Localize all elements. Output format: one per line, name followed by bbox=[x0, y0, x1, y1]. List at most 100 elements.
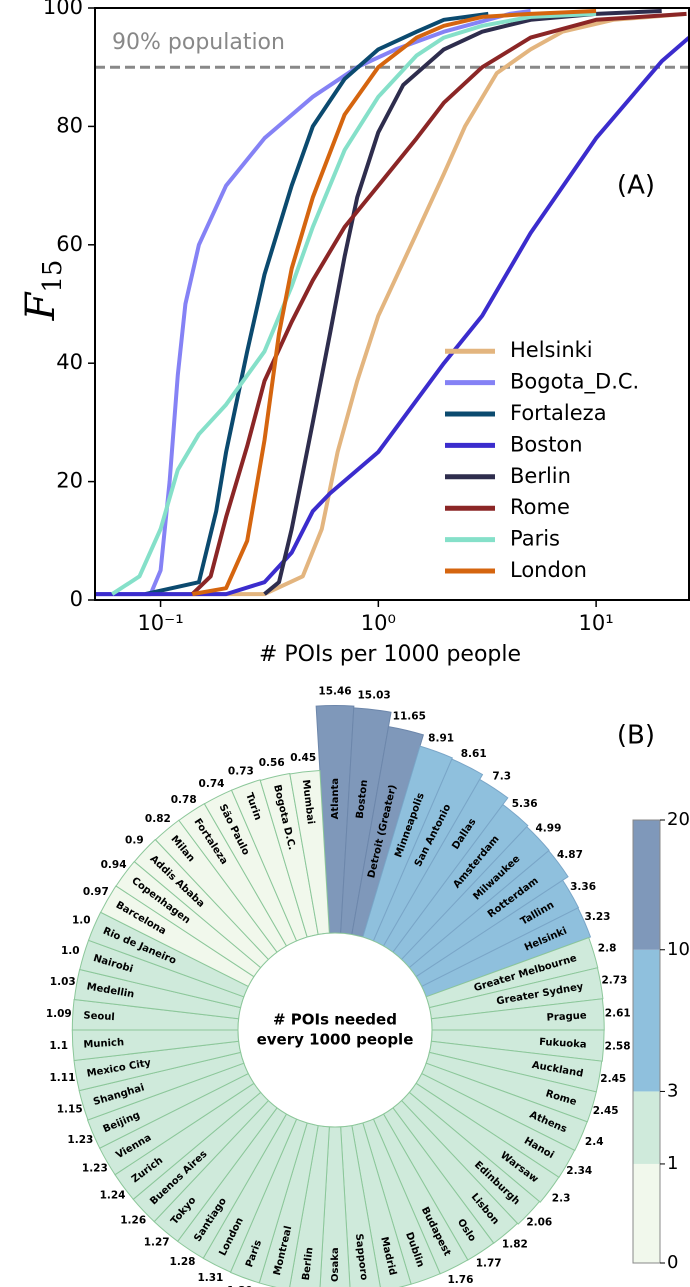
category-label: Prague bbox=[546, 1010, 587, 1023]
value-label: 3.23 bbox=[585, 911, 611, 923]
colorbar-tick-label: 1 bbox=[667, 1153, 678, 1174]
axes-frame bbox=[94, 7, 690, 601]
x-axis-label: # POIs per 1000 people bbox=[259, 642, 521, 667]
legend-label: Berlin bbox=[510, 464, 571, 488]
value-label: 1.28 bbox=[170, 1256, 196, 1268]
value-label: 11.65 bbox=[393, 711, 426, 723]
category-label: Osaka bbox=[330, 1247, 341, 1282]
category-label: Fukuoka bbox=[539, 1037, 587, 1051]
category-label: Boston bbox=[355, 779, 370, 819]
value-label: 8.91 bbox=[428, 732, 454, 744]
y-tick-label: 40 bbox=[56, 350, 83, 374]
value-label: 1.03 bbox=[50, 976, 76, 988]
value-label: 0.97 bbox=[83, 886, 109, 898]
value-label: 2.45 bbox=[600, 1073, 626, 1085]
value-label: 2.73 bbox=[601, 975, 627, 987]
value-label: 1.23 bbox=[82, 1163, 108, 1175]
value-label: 4.99 bbox=[535, 823, 561, 835]
cdf-line bbox=[144, 11, 489, 597]
legend-label: London bbox=[510, 558, 587, 582]
value-label: 1.23 bbox=[67, 1134, 93, 1146]
category-label: Atlanta bbox=[330, 778, 341, 819]
legend-label: Paris bbox=[510, 527, 560, 551]
value-label: 0.74 bbox=[199, 778, 225, 790]
value-label: 1.11 bbox=[49, 1072, 75, 1084]
cdf-line bbox=[145, 11, 687, 597]
value-label: 2.3 bbox=[552, 1192, 571, 1204]
value-label: 5.36 bbox=[512, 798, 538, 810]
legend-label: Boston bbox=[510, 432, 583, 456]
colorbar-frame bbox=[632, 819, 661, 1264]
value-label: 1.09 bbox=[46, 1008, 72, 1020]
y-axis-label-main: F bbox=[18, 291, 64, 321]
value-label: 1.77 bbox=[476, 1258, 502, 1270]
value-label: 0.82 bbox=[145, 813, 171, 825]
cdf-line bbox=[192, 9, 597, 597]
value-label: 2.45 bbox=[593, 1105, 619, 1117]
value-label: 2.61 bbox=[605, 1008, 631, 1020]
colorbar-segment bbox=[633, 949, 660, 1092]
value-label: 3.36 bbox=[570, 881, 596, 893]
y-axis-label-sub: 15 bbox=[38, 260, 68, 293]
colorbar-segment bbox=[633, 820, 660, 950]
value-label: 8.61 bbox=[461, 748, 487, 760]
cdf-line bbox=[95, 36, 690, 597]
reference-label: 90% population bbox=[112, 30, 285, 55]
category-label: Munich bbox=[83, 1037, 124, 1050]
panel-label: (B) bbox=[617, 721, 655, 751]
value-label: 1.82 bbox=[502, 1238, 528, 1250]
value-label: 1.27 bbox=[144, 1237, 170, 1249]
y-axis-label: F15 bbox=[18, 260, 68, 322]
center-label: # POIs needed bbox=[273, 1011, 397, 1029]
value-label: 1.26 bbox=[120, 1214, 146, 1226]
value-label: 1.15 bbox=[57, 1103, 83, 1115]
value-label: 1.76 bbox=[448, 1274, 474, 1286]
colorbar-tick-label: 3 bbox=[667, 1080, 678, 1101]
cdf-line bbox=[111, 11, 597, 596]
x-tick-label: 10⁻¹ bbox=[137, 611, 183, 635]
value-label: 0.94 bbox=[101, 859, 127, 871]
value-label: 2.34 bbox=[566, 1165, 592, 1177]
colorbar-tick-label: 10 bbox=[667, 939, 690, 960]
legend-label: Bogota_D.C. bbox=[510, 370, 639, 395]
value-label: 1.0 bbox=[61, 945, 80, 957]
y-tick-label: 60 bbox=[56, 232, 83, 256]
colorbar-tick-label: 0 bbox=[667, 1252, 678, 1273]
legend-label: Fortaleza bbox=[510, 401, 607, 425]
colorbar-tick-label: 20 bbox=[667, 809, 690, 830]
value-label: 2.4 bbox=[585, 1136, 604, 1148]
value-label: 0.78 bbox=[171, 794, 197, 806]
y-tick-label: 20 bbox=[56, 469, 83, 493]
value-label: 0.45 bbox=[290, 752, 316, 764]
value-label: 2.58 bbox=[605, 1040, 631, 1052]
panel-label: (A) bbox=[617, 171, 655, 201]
y-tick-label: 100 bbox=[43, 0, 83, 19]
y-tick-label: 80 bbox=[56, 113, 83, 137]
category-label: Sapporo bbox=[353, 1233, 369, 1281]
value-label: 2.8 bbox=[598, 943, 617, 955]
value-label: 7.3 bbox=[492, 771, 511, 783]
value-label: 2.06 bbox=[526, 1217, 552, 1229]
value-label: 1.24 bbox=[100, 1190, 126, 1202]
colorbar-segment bbox=[633, 1091, 660, 1164]
legend-label: Rome bbox=[510, 495, 570, 519]
y-tick-label: 0 bbox=[70, 587, 83, 611]
value-label: 1.1 bbox=[49, 1040, 68, 1052]
value-label: 0.9 bbox=[125, 835, 144, 847]
value-label: 4.87 bbox=[557, 849, 583, 861]
center-label: every 1000 people bbox=[257, 1031, 414, 1049]
cdf-line bbox=[191, 11, 687, 596]
value-label: 1.0 bbox=[72, 915, 91, 927]
value-label: 0.73 bbox=[228, 765, 254, 777]
x-tick-label: 10⁰ bbox=[361, 611, 396, 635]
value-label: 15.46 bbox=[318, 686, 351, 698]
x-tick-label: 10¹ bbox=[579, 611, 614, 635]
center-disc bbox=[237, 932, 433, 1128]
cdf-line bbox=[95, 9, 531, 597]
value-label: 15.03 bbox=[357, 690, 390, 702]
value-label: 1.39 bbox=[227, 1285, 253, 1287]
category-label: Seoul bbox=[83, 1010, 115, 1023]
category-label: Berlin bbox=[301, 1247, 316, 1281]
legend-label: Helsinki bbox=[510, 338, 593, 362]
